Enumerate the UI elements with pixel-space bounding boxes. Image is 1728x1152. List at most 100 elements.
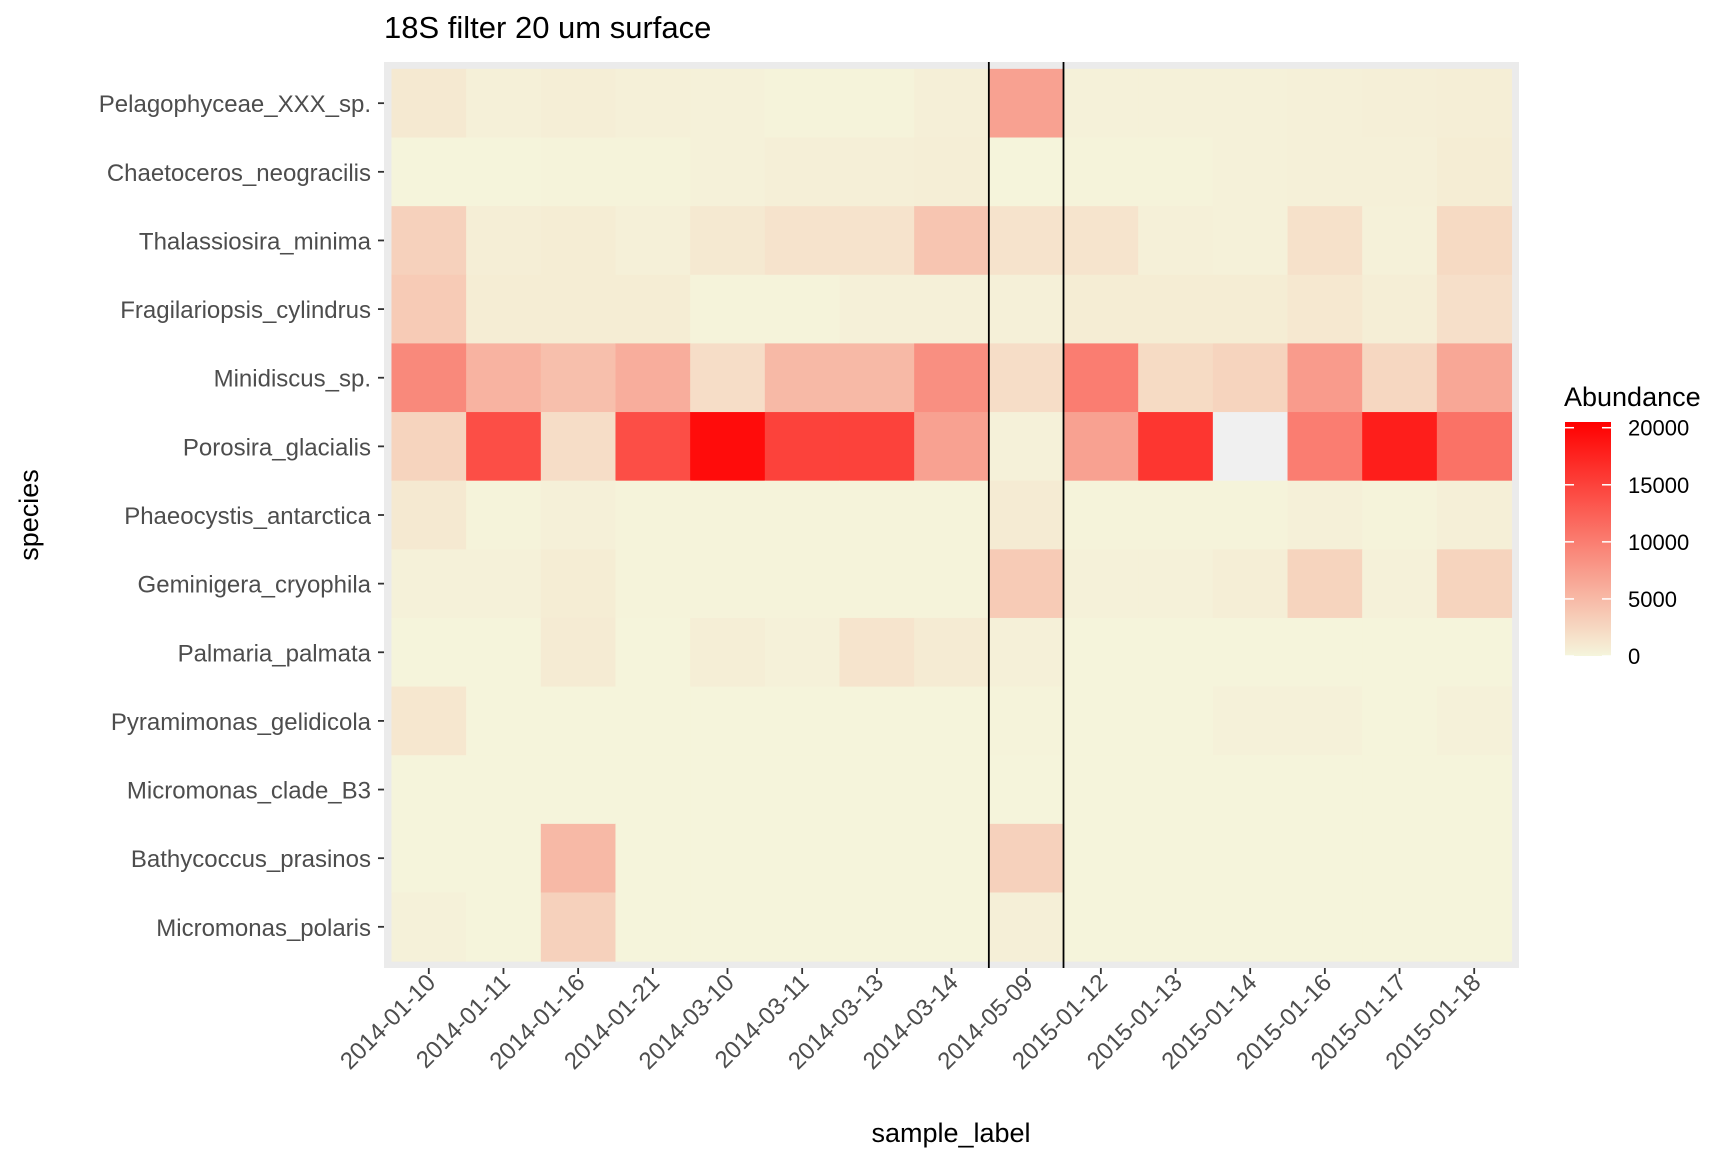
y-tick-label: Phaeocystis_antarctica [124, 503, 371, 530]
heatmap-cell [1362, 823, 1438, 893]
heatmap-cell [1138, 206, 1214, 276]
heatmap-cell [1212, 206, 1289, 276]
heatmap-cell [540, 480, 616, 550]
heatmap-cell [839, 412, 915, 482]
heatmap-cell [690, 480, 766, 550]
heatmap-cell [1063, 480, 1139, 550]
heatmap-cell [1212, 480, 1289, 550]
heatmap-cell [615, 206, 691, 276]
heatmap-cell [690, 137, 766, 207]
heatmap-cell [540, 274, 616, 344]
heatmap-cell [839, 617, 915, 688]
heatmap-cell [540, 686, 616, 756]
heatmap-cell [1287, 480, 1363, 550]
heatmap-cells [391, 68, 1513, 962]
heatmap-cell [1362, 206, 1438, 276]
heatmap-cell [1138, 274, 1214, 344]
y-tick-label: Micromonas_polaris [156, 915, 371, 942]
heatmap-cell [540, 206, 616, 276]
heatmap-cell [764, 686, 840, 756]
heatmap-cell [988, 412, 1065, 482]
heatmap-cell [690, 755, 766, 825]
heatmap-cell [1138, 412, 1214, 482]
heatmap-cell [466, 412, 542, 482]
heatmap-cell [690, 892, 766, 962]
y-axis: Pelagophyceae_XXX_sp. Chaetoceros_neograc… [99, 91, 384, 942]
heatmap-cell [1436, 412, 1513, 482]
heatmap-cell [1287, 137, 1363, 207]
heatmap-cell [391, 549, 467, 619]
legend-tick-label: 15000 [1628, 473, 1689, 498]
heatmap-cell [1436, 617, 1513, 688]
heatmap-cell [1362, 68, 1438, 138]
heatmap-cell [839, 480, 915, 550]
heatmap-cell [391, 823, 467, 893]
heatmap-cell [391, 892, 467, 962]
heatmap-cell [914, 480, 990, 550]
heatmap-cell [391, 206, 467, 276]
heatmap-cell [988, 823, 1065, 893]
heatmap-cell [914, 617, 990, 688]
heatmap-cell [540, 137, 616, 207]
heatmap-cell [764, 274, 840, 344]
heatmap-cell [839, 892, 915, 962]
heatmap-cell [988, 274, 1065, 344]
heatmap-cell [1138, 480, 1214, 550]
heatmap-cell [1063, 274, 1139, 344]
heatmap-cell [690, 617, 766, 688]
heatmap-cell [1362, 274, 1438, 344]
heatmap-cell [1063, 755, 1139, 825]
x-axis: 2014-01-102014-01-112014-01-162014-01-21… [335, 968, 1486, 1075]
heatmap-cell [988, 206, 1065, 276]
heatmap-cell [1287, 755, 1363, 825]
heatmap-cell [764, 549, 840, 619]
heatmap-cell [839, 823, 915, 893]
y-tick-label: Fragilariopsis_cylindrus [120, 297, 371, 324]
heatmap-cell [1362, 686, 1438, 756]
heatmap-cell [764, 206, 840, 276]
heatmap-cell [540, 892, 616, 962]
heatmap-cell [1287, 68, 1363, 138]
heatmap-cell [764, 412, 840, 482]
heatmap-cell [1362, 617, 1438, 688]
heatmap-cell [1063, 206, 1139, 276]
heatmap-cell [1436, 686, 1513, 756]
heatmap-cell [391, 68, 467, 138]
heatmap-cell [1287, 274, 1363, 344]
heatmap-cell [1436, 68, 1513, 138]
heatmap-cell [466, 343, 542, 413]
heatmap-cell [914, 206, 990, 276]
legend-colorbar [1565, 422, 1611, 656]
heatmap-cell [914, 343, 990, 413]
heatmap-cell [988, 480, 1065, 550]
heatmap-cell [764, 617, 840, 688]
heatmap-cell [690, 343, 766, 413]
heatmap-cell [1362, 412, 1438, 482]
heatmap-cell [914, 755, 990, 825]
heatmap-cell [764, 823, 840, 893]
heatmap-cell [914, 68, 990, 138]
heatmap-cell [764, 343, 840, 413]
heatmap-cell [1436, 823, 1513, 893]
heatmap-cell [839, 549, 915, 619]
heatmap-cell [1362, 137, 1438, 207]
heatmap-cell [690, 823, 766, 893]
heatmap-cell [839, 686, 915, 756]
y-tick-label: Palmaria_palmata [178, 640, 372, 667]
chart-title: 18S filter 20 um surface [384, 10, 711, 45]
heatmap-cell [540, 823, 616, 893]
heatmap-cell [690, 412, 766, 482]
heatmap-cell [914, 823, 990, 893]
heatmap-cell [1436, 343, 1513, 413]
heatmap-cell [1436, 892, 1513, 962]
heatmap-cell [1362, 892, 1438, 962]
heatmap-cell [1212, 274, 1289, 344]
heatmap-cell [988, 892, 1065, 962]
heatmap-cell [391, 617, 467, 688]
heatmap-cell [615, 343, 691, 413]
y-tick-label: Chaetoceros_neogracilis [107, 160, 371, 187]
heatmap-cell [1436, 480, 1513, 550]
legend-title: Abundance [1564, 382, 1701, 412]
heatmap-cell [764, 68, 840, 138]
